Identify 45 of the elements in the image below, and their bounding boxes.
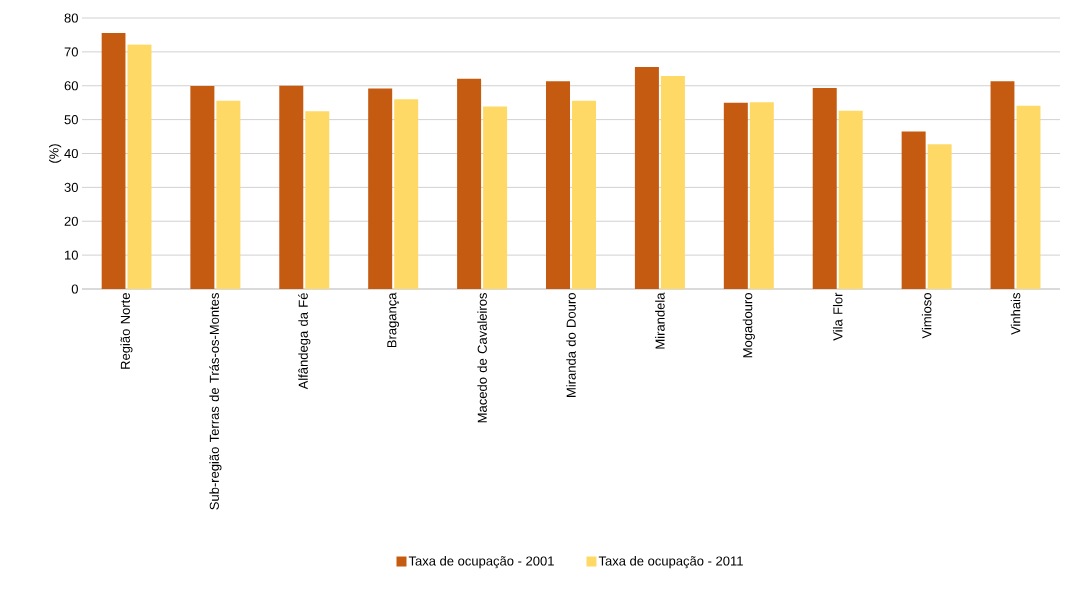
legend-label: Taxa de ocupação - 2001 — [408, 556, 554, 569]
bar — [546, 81, 571, 289]
bar — [990, 81, 1015, 289]
bar — [368, 88, 393, 289]
bar — [723, 102, 748, 289]
y-tick-label: 30 — [64, 182, 78, 192]
bar — [572, 100, 597, 289]
x-tick-label: Vimioso — [921, 293, 932, 339]
legend-label: Taxa de ocupação - 2011 — [598, 556, 743, 569]
bar — [457, 78, 482, 289]
x-tick-label: Mogadouro — [742, 293, 755, 358]
y-tick-label: 70 — [64, 47, 78, 57]
y-tick-label: 80 — [64, 13, 78, 23]
x-tick-label: Mirandela — [655, 292, 665, 349]
y-tick-label: 10 — [65, 250, 78, 260]
bar — [812, 88, 837, 289]
bar — [1016, 105, 1041, 289]
bar — [660, 75, 685, 289]
bar — [901, 131, 926, 289]
x-tick-label: Região Norte — [120, 293, 133, 369]
x-tick-label: Bragança — [387, 292, 400, 348]
bar — [483, 106, 508, 289]
bar — [927, 144, 952, 289]
x-tick-label: Miranda do Douro — [566, 293, 576, 397]
x-tick-label: Sub-região Terras de Trás-os-Montes — [209, 293, 222, 510]
y-tick-label: 50 — [64, 115, 78, 125]
bar — [101, 32, 126, 289]
y-tick-label: 40 — [64, 148, 78, 159]
y-tick-label: 20 — [64, 216, 78, 226]
x-tick-label: Alfândega da Fé — [298, 293, 311, 390]
bar — [190, 86, 215, 289]
bar — [634, 67, 659, 289]
x-tick-label: Vila Flor — [832, 292, 843, 341]
y-tick-label: 60 — [64, 81, 78, 91]
bar — [127, 44, 152, 289]
bar — [394, 99, 419, 289]
x-tick-label: Macedo de Cavaleiros — [477, 293, 487, 423]
bar — [749, 102, 774, 289]
bar — [279, 85, 304, 289]
bar — [305, 111, 330, 289]
y-tick-label: 0 — [71, 284, 78, 294]
bar — [838, 110, 863, 289]
y-axis-title: (%) — [49, 144, 62, 163]
x-tick-label: Vinhais — [1010, 293, 1021, 335]
bar — [216, 100, 241, 289]
